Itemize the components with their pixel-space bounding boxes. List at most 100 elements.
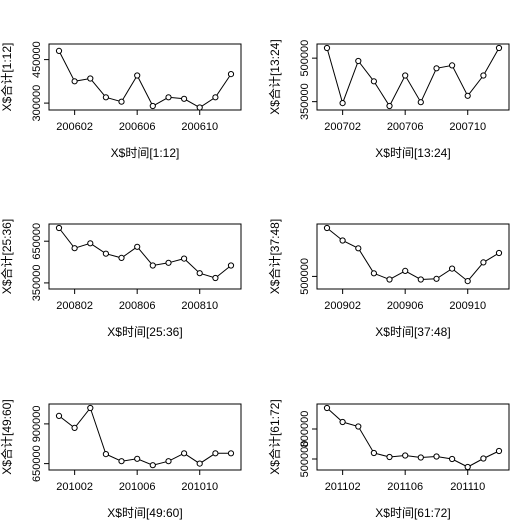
- data-point: [196, 270, 203, 277]
- y-tick-label: 300000: [31, 85, 43, 122]
- y-tick-label: 650000: [31, 223, 43, 260]
- chart-panel-3: 200802 200806 200810 350000 650000 X$时间[25:36…: [0, 219, 242, 339]
- data-point: [386, 276, 393, 283]
- x-axis-label: X$时间[25:36]: [107, 325, 182, 339]
- x-tick-label: 201006: [119, 481, 156, 493]
- y-axis-label: X$合计[61:72]: [267, 399, 282, 474]
- data-point: [102, 250, 110, 257]
- x-tick-label: 200902: [324, 300, 361, 312]
- data-point: [355, 423, 362, 430]
- data-point: [87, 75, 94, 82]
- data-point: [417, 454, 424, 461]
- x-tick-label: 201110: [450, 481, 485, 493]
- plot-frame: [316, 403, 510, 471]
- y-tick-label: 500000: [299, 40, 311, 77]
- y-tick-label: 800000: [299, 411, 311, 448]
- y-tick-label: 350000: [31, 265, 43, 302]
- data-point: [71, 78, 78, 85]
- x-axis-label: X$时间[61:72]: [375, 506, 450, 520]
- data-point: [433, 65, 440, 72]
- data-point: [212, 94, 219, 101]
- data-point: [433, 275, 440, 282]
- data-point: [386, 102, 393, 110]
- x-tick-label: 200806: [119, 300, 156, 312]
- data-point: [227, 450, 235, 457]
- data-point: [181, 255, 188, 262]
- data-point: [495, 447, 503, 455]
- data-point: [149, 262, 156, 269]
- data-point: [118, 98, 125, 105]
- data-point: [339, 100, 346, 107]
- data-point: [134, 455, 141, 462]
- data-point: [55, 224, 63, 232]
- y-axis-label: X$合计[49:60]: [0, 399, 14, 474]
- data-point: [71, 424, 78, 431]
- y-axis-label: X$合计[13:24]: [267, 39, 282, 114]
- x-tick-label: 200810: [181, 300, 218, 312]
- data-point: [464, 463, 471, 471]
- data-point: [55, 412, 63, 419]
- data-point: [402, 452, 409, 459]
- data-point: [102, 451, 110, 458]
- data-point: [402, 267, 409, 274]
- data-point: [165, 458, 172, 465]
- data-point: [464, 278, 471, 285]
- data-point: [71, 245, 78, 252]
- x-tick-label: 201010: [181, 481, 218, 493]
- plot-frame: [48, 403, 242, 471]
- data-point: [181, 450, 188, 457]
- x-tick-label: 200602: [56, 121, 93, 133]
- y-tick-label: 650000: [31, 445, 43, 482]
- x-tick-label: 200702: [324, 121, 361, 133]
- y-axis-label: X$合计[1:12]: [0, 43, 14, 112]
- data-point: [165, 259, 172, 266]
- data-point: [196, 460, 203, 467]
- x-axis-label: X$时间[13:24]: [375, 146, 450, 160]
- chart-panel-5: 201002 201006 201010 650000 900000 X$时间[49:60…: [0, 399, 242, 520]
- data-point: [323, 44, 331, 52]
- data-point: [134, 243, 141, 250]
- data-point: [370, 78, 377, 85]
- data-point: [149, 102, 156, 110]
- data-point: [449, 455, 456, 463]
- y-tick-label: 450000: [31, 41, 43, 78]
- series-line: [58, 50, 232, 109]
- y-tick-label: 350000: [299, 83, 311, 120]
- data-point: [402, 72, 409, 79]
- y-tick-label: 500000: [299, 258, 311, 295]
- y-axis-label: X$合计[37:48]: [267, 219, 282, 294]
- data-point: [480, 455, 487, 462]
- x-tick-label: 200906: [387, 300, 424, 312]
- y-tick-label: 500000: [299, 441, 311, 478]
- data-point: [87, 240, 94, 247]
- data-point: [433, 453, 440, 460]
- data-point: [87, 404, 94, 412]
- series-line: [326, 407, 500, 468]
- x-axis-label: X$时间[1:12]: [111, 146, 180, 160]
- chart-panel-2: 200702 200706 200710 350000 500000 X$时间[13:24…: [267, 39, 510, 160]
- x-axis-label: X$时间[37:48]: [375, 325, 450, 339]
- data-point: [227, 262, 235, 269]
- data-point: [165, 94, 172, 101]
- data-point: [386, 453, 393, 461]
- chart-panel-4: 200902 200906 200910 500000 X$时间[37:48] X$合计[…: [267, 219, 510, 339]
- x-tick-label: 200802: [56, 300, 93, 312]
- data-point: [495, 44, 503, 52]
- y-tick-label: 900000: [31, 406, 43, 443]
- data-point: [464, 92, 471, 99]
- x-tick-label: 200610: [181, 121, 218, 133]
- data-point: [339, 237, 346, 244]
- data-point: [370, 449, 377, 457]
- y-axis-label: X$合计[25:36]: [0, 219, 14, 294]
- chart-panel-1: 200602 200606 200610 300000 450000 X$时间[1:12]…: [0, 41, 242, 160]
- data-point: [323, 224, 331, 232]
- x-tick-label: 201106: [387, 481, 423, 493]
- data-point: [212, 274, 219, 282]
- series-line: [58, 227, 232, 279]
- data-point: [55, 47, 63, 55]
- data-point: [227, 71, 235, 78]
- data-point: [323, 404, 331, 412]
- data-point: [149, 462, 156, 469]
- data-point: [355, 245, 362, 252]
